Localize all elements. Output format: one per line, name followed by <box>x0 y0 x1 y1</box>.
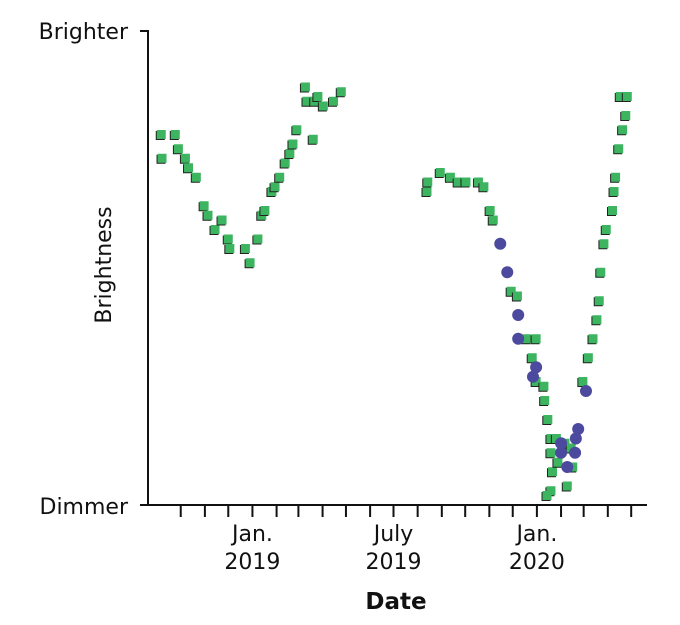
data-point-circle <box>526 370 539 383</box>
data-point-square <box>596 267 606 277</box>
x-tick-label: Jan. <box>514 522 557 547</box>
data-point-square <box>173 144 183 154</box>
x-tick-label: 2019 <box>365 550 421 575</box>
data-point-square <box>253 234 263 244</box>
data-point-square <box>300 82 310 92</box>
data-point-square <box>217 215 227 225</box>
data-point-square <box>539 381 549 391</box>
data-point-square <box>313 92 323 101</box>
data-point-circle <box>512 332 525 345</box>
x-tick-label: Jan. <box>230 522 273 547</box>
data-point-square <box>543 415 553 424</box>
data-point-square <box>547 467 557 477</box>
data-point-circle <box>572 423 585 435</box>
data-point-square <box>609 187 619 196</box>
data-point-circle <box>569 432 582 445</box>
data-point-square <box>527 353 537 363</box>
data-point-circle <box>555 437 568 450</box>
x-tick-label: 2020 <box>509 550 565 575</box>
data-point-circle <box>512 309 525 321</box>
data-point-square <box>473 177 483 187</box>
data-point-square <box>210 225 220 234</box>
data-point-square <box>512 291 522 301</box>
y-axis-title: Brightness <box>92 206 117 323</box>
data-point-square <box>260 206 270 215</box>
data-point-square <box>601 225 611 234</box>
data-point-square <box>566 443 576 453</box>
data-point-square <box>275 172 285 182</box>
data-point-square <box>191 172 201 182</box>
data-point-square <box>546 486 556 496</box>
x-tick-label: July <box>372 522 414 547</box>
data-point-square <box>618 125 628 135</box>
axes <box>140 30 647 506</box>
data-point-square <box>578 377 588 386</box>
data-point-square <box>592 315 602 325</box>
data-point-square <box>280 158 290 168</box>
data-point-square <box>453 177 463 187</box>
data-point-square <box>546 448 556 458</box>
data-point-square <box>588 334 598 344</box>
data-point-square <box>203 210 213 220</box>
data-point-square <box>542 491 552 500</box>
data-point-square <box>611 172 621 182</box>
data-point-square <box>622 92 632 101</box>
data-point-circle <box>501 266 514 279</box>
data-point-square <box>540 396 550 405</box>
data-point-circle <box>530 361 543 374</box>
y-bottom-label: Dimmer <box>40 495 129 520</box>
data-point-square <box>445 172 455 182</box>
data-point-square <box>522 334 532 344</box>
data-point-square <box>435 168 445 177</box>
data-point-square <box>621 111 631 120</box>
data-point-square <box>328 96 338 106</box>
data-point-square <box>225 244 235 253</box>
data-point-square <box>180 153 190 163</box>
data-point-square <box>288 139 298 149</box>
data-point-square <box>240 244 250 253</box>
data-point-square <box>599 239 609 249</box>
data-point-square <box>156 130 166 139</box>
data-point-square <box>285 149 295 158</box>
x-axis-title: Date <box>365 589 426 615</box>
data-point-square <box>170 130 180 139</box>
data-point-square <box>583 353 593 363</box>
data-point-square <box>461 177 471 187</box>
data-point-square <box>479 182 489 192</box>
data-point-square <box>184 163 194 173</box>
data-point-square <box>223 234 233 244</box>
data-point-square <box>422 187 432 196</box>
data-point-square <box>423 177 433 187</box>
data-point-square <box>553 457 563 467</box>
data-point-square <box>270 182 280 192</box>
data-point-circle <box>494 237 507 250</box>
y-top-label: Brighter <box>39 20 129 45</box>
data-point-square <box>506 286 516 296</box>
data-point-square <box>594 296 604 306</box>
data-point-square <box>302 96 312 106</box>
data-point-circle <box>569 446 582 459</box>
data-point-square <box>485 206 495 215</box>
data-point-square <box>199 201 209 211</box>
data-point-square <box>245 258 255 268</box>
x-tick-label: 2019 <box>224 550 280 575</box>
data-point-square <box>308 134 318 144</box>
data-point-square <box>607 206 617 215</box>
data-point-square <box>488 215 498 225</box>
data-point-circle <box>555 446 568 459</box>
data-point-circle <box>561 461 574 473</box>
data-point-square <box>318 101 328 111</box>
data-point-square <box>562 481 572 491</box>
data-point-square <box>614 144 624 154</box>
data-point-square <box>292 125 302 135</box>
data-point-square <box>157 153 167 163</box>
data-point-circle <box>579 385 592 397</box>
data-point-square <box>551 434 561 443</box>
data-point-square <box>336 87 346 97</box>
data-point-square <box>531 334 541 344</box>
data-point-square <box>615 92 625 101</box>
